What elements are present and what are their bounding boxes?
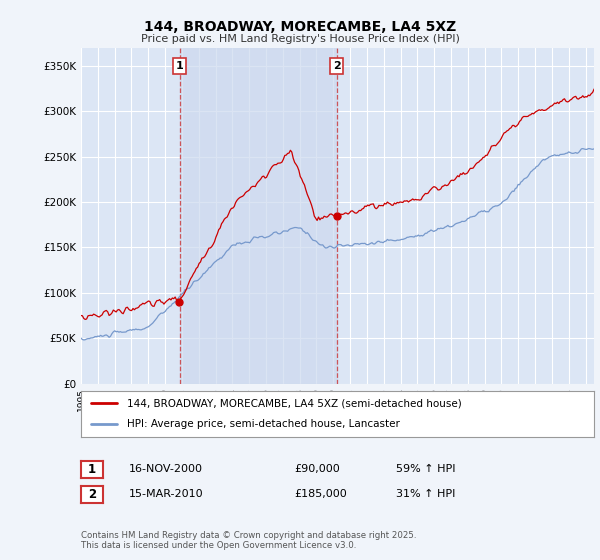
Text: 1: 1 [176,61,184,71]
Text: £185,000: £185,000 [294,489,347,499]
Text: 2: 2 [88,488,96,501]
Text: HPI: Average price, semi-detached house, Lancaster: HPI: Average price, semi-detached house,… [127,419,400,430]
Text: 59% ↑ HPI: 59% ↑ HPI [396,464,455,474]
Text: 15-MAR-2010: 15-MAR-2010 [129,489,203,499]
Text: 144, BROADWAY, MORECAMBE, LA4 5XZ (semi-detached house): 144, BROADWAY, MORECAMBE, LA4 5XZ (semi-… [127,398,462,408]
Text: 144, BROADWAY, MORECAMBE, LA4 5XZ: 144, BROADWAY, MORECAMBE, LA4 5XZ [144,20,456,34]
Text: 2: 2 [333,61,341,71]
Text: 16-NOV-2000: 16-NOV-2000 [129,464,203,474]
Text: 1: 1 [88,463,96,476]
Text: Contains HM Land Registry data © Crown copyright and database right 2025.
This d: Contains HM Land Registry data © Crown c… [81,531,416,550]
Text: £90,000: £90,000 [294,464,340,474]
Bar [180,48,337,384]
Text: 31% ↑ HPI: 31% ↑ HPI [396,489,455,499]
Text: Price paid vs. HM Land Registry's House Price Index (HPI): Price paid vs. HM Land Registry's House … [140,34,460,44]
